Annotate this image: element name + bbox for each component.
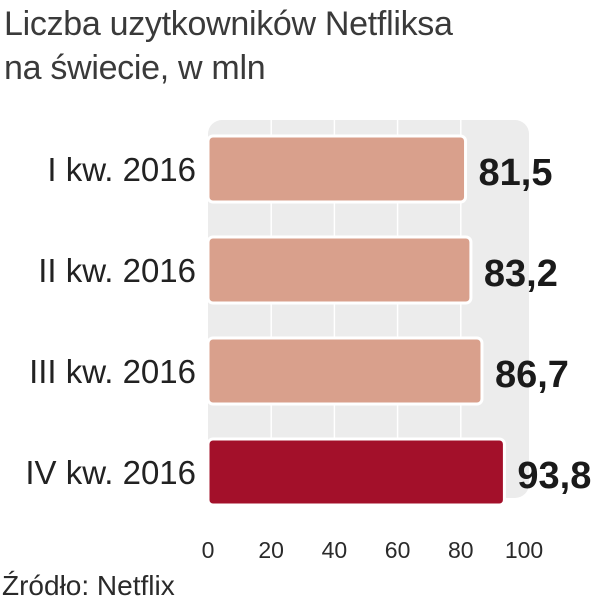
source-note: Źródło: Netflix: [2, 570, 175, 601]
bar: [206, 336, 484, 406]
subtitle-line: na świecie, w mln: [4, 49, 266, 87]
value-label: 93,8: [517, 455, 591, 497]
value-label: 86,7: [495, 354, 569, 396]
title-line: Liczba uzytkowników Netfliksa: [4, 5, 453, 43]
category-label: I kw. 2016: [47, 151, 196, 188]
bar: [206, 235, 473, 305]
chart-title: Liczba uzytkowników Netfliksa na świecie…: [4, 2, 604, 90]
x-tick-label: 60: [385, 537, 411, 563]
category-label: III kw. 2016: [29, 353, 196, 390]
value-label: 81,5: [479, 152, 553, 194]
x-tick-label: 0: [202, 537, 215, 563]
category-label: II kw. 2016: [38, 252, 196, 289]
x-tick-label: 40: [322, 537, 348, 563]
x-tick-label: 80: [448, 537, 474, 563]
bar: [206, 437, 506, 507]
category-label: IV kw. 2016: [25, 454, 196, 491]
x-tick-label: 100: [505, 537, 543, 563]
value-label: 83,2: [484, 253, 558, 295]
bar: [206, 134, 468, 204]
x-tick-label: 20: [258, 537, 284, 563]
